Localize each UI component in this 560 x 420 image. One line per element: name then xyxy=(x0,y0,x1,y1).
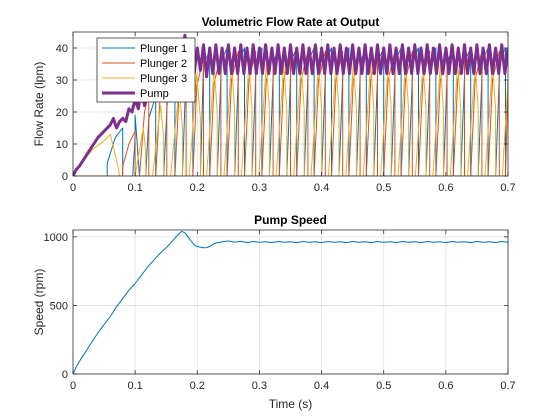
flow-rate-ytick-label: 30 xyxy=(56,75,68,87)
flow-rate-xtick-label: 0.5 xyxy=(376,182,391,194)
pump-speed-ytick-label: 0 xyxy=(62,369,68,381)
flow-rate-xtick-label: 0 xyxy=(70,182,76,194)
flow-rate-ylabel: Flow Rate (lpm) xyxy=(32,62,46,147)
pump-speed-xtick-label: 0.5 xyxy=(376,380,391,392)
pump-speed-axes: 0 0.1 0.2 0.3 0.4 0.5 0.6 0.7 0 500 1000 Pump Spee… xyxy=(32,213,516,411)
flow-rate-xtick-label: 0.4 xyxy=(314,182,329,194)
legend-label-plunger-1: Plunger 1 xyxy=(140,43,187,55)
pump-speed-ylabel: Speed (rpm) xyxy=(32,269,46,336)
flow-rate-xtick-label: 0.7 xyxy=(500,182,515,194)
flow-rate-xtick-label: 0.2 xyxy=(190,182,205,194)
pump-speed-plot-area xyxy=(73,230,508,374)
pump-speed-ytick-label: 500 xyxy=(50,300,68,312)
flow-rate-ytick-label: 10 xyxy=(56,139,68,151)
flow-rate-xtick-label: 0.1 xyxy=(127,182,142,194)
flow-rate-xtick-label: 0.3 xyxy=(252,182,267,194)
flow-rate-title: Volumetric Flow Rate at Output xyxy=(202,15,380,29)
pump-speed-xlabel: Time (s) xyxy=(269,397,313,411)
pump-speed-xtick-label: 0.2 xyxy=(190,380,205,392)
pump-speed-xtick-label: 0.6 xyxy=(438,380,453,392)
legend-label-pump: Pump xyxy=(140,88,169,100)
flow-rate-legend: Plunger 1 Plunger 2 Plunger 3 Pump xyxy=(97,38,195,102)
flow-rate-ytick-label: 40 xyxy=(56,43,68,55)
pump-speed-xtick-label: 0.7 xyxy=(500,380,515,392)
pump-speed-xtick-label: 0 xyxy=(70,380,76,392)
flow-rate-ytick-label: 20 xyxy=(56,107,68,119)
flow-rate-axes: 0 0.1 0.2 0.3 0.4 0.5 0.6 0.7 0 10 20 30 40 Volumetr… xyxy=(32,15,516,194)
flow-rate-ytick-label: 0 xyxy=(62,171,68,183)
pump-speed-title: Pump Speed xyxy=(254,213,327,227)
flow-rate-xtick-label: 0.6 xyxy=(438,182,453,194)
pump-speed-ytick-label: 1000 xyxy=(44,232,68,244)
legend-label-plunger-2: Plunger 2 xyxy=(140,58,187,70)
legend-label-plunger-3: Plunger 3 xyxy=(140,73,187,85)
pump-speed-xtick-label: 0.3 xyxy=(252,380,267,392)
pump-speed-xtick-label: 0.4 xyxy=(314,380,329,392)
pump-speed-xtick-label: 0.1 xyxy=(127,380,142,392)
pump-speed-grid xyxy=(73,230,508,374)
